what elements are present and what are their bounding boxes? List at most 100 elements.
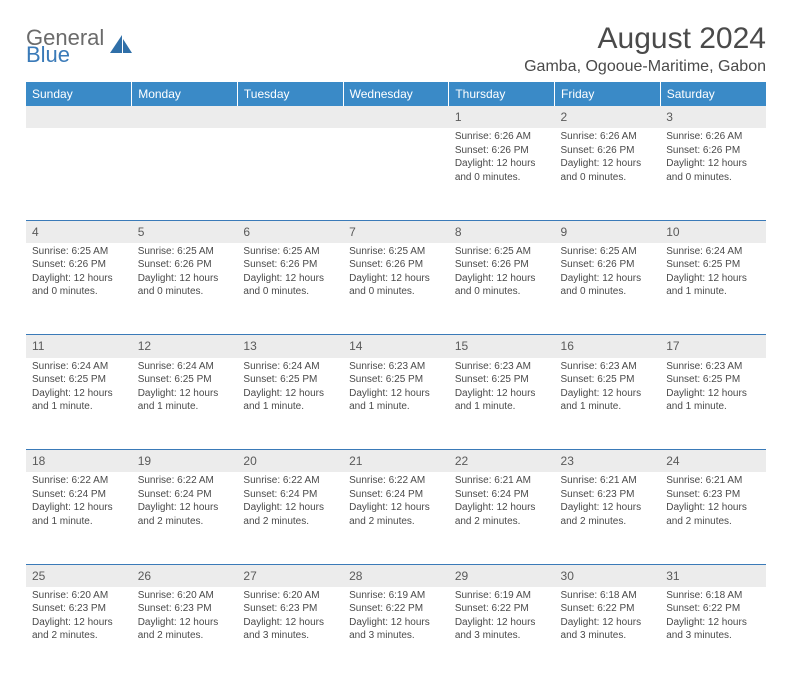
sunrise-text: Sunrise: 6:24 AM [138, 360, 232, 374]
sunrise-text: Sunrise: 6:22 AM [243, 474, 337, 488]
sunrise-text: Sunrise: 6:19 AM [349, 589, 443, 603]
day2-text: and 0 minutes. [138, 285, 232, 299]
sunset-text: Sunset: 6:26 PM [561, 258, 655, 272]
day-number [343, 106, 449, 128]
day1-text: Daylight: 12 hours [138, 387, 232, 401]
day-number-row: 11121314151617 [26, 335, 766, 358]
sunrise-text: Sunrise: 6:24 AM [666, 245, 760, 259]
day-cell [343, 128, 449, 220]
day-number: 22 [449, 450, 555, 473]
day-cell: Sunrise: 6:19 AMSunset: 6:22 PMDaylight:… [449, 587, 555, 679]
day-cell: Sunrise: 6:26 AMSunset: 6:26 PMDaylight:… [555, 128, 661, 220]
day-cell [237, 128, 343, 220]
day-number [26, 106, 132, 128]
day2-text: and 1 minute. [32, 400, 126, 414]
sunrise-text: Sunrise: 6:19 AM [455, 589, 549, 603]
day-number: 30 [555, 564, 661, 587]
sunrise-text: Sunrise: 6:26 AM [455, 130, 549, 144]
day-content-row: Sunrise: 6:25 AMSunset: 6:26 PMDaylight:… [26, 243, 766, 335]
day-cell: Sunrise: 6:24 AMSunset: 6:25 PMDaylight:… [132, 358, 238, 450]
day-number: 20 [237, 450, 343, 473]
month-title: August 2024 [524, 22, 766, 56]
day-cell: Sunrise: 6:21 AMSunset: 6:24 PMDaylight:… [449, 472, 555, 564]
sunset-text: Sunset: 6:25 PM [349, 373, 443, 387]
day-content-row: Sunrise: 6:24 AMSunset: 6:25 PMDaylight:… [26, 358, 766, 450]
day-number: 26 [132, 564, 238, 587]
day-cell: Sunrise: 6:25 AMSunset: 6:26 PMDaylight:… [26, 243, 132, 335]
day-number: 5 [132, 220, 238, 243]
sunset-text: Sunset: 6:26 PM [455, 258, 549, 272]
day-number: 10 [660, 220, 766, 243]
day2-text: and 2 minutes. [666, 515, 760, 529]
day-cell: Sunrise: 6:23 AMSunset: 6:25 PMDaylight:… [660, 358, 766, 450]
header-row: General Blue August 2024 Gamba, Ogooue-M… [26, 22, 766, 76]
sunset-text: Sunset: 6:26 PM [32, 258, 126, 272]
day1-text: Daylight: 12 hours [32, 616, 126, 630]
day-number: 15 [449, 335, 555, 358]
day1-text: Daylight: 12 hours [243, 387, 337, 401]
day-cell: Sunrise: 6:23 AMSunset: 6:25 PMDaylight:… [555, 358, 661, 450]
sunrise-text: Sunrise: 6:18 AM [666, 589, 760, 603]
day-number: 31 [660, 564, 766, 587]
day-number: 29 [449, 564, 555, 587]
day2-text: and 2 minutes. [138, 515, 232, 529]
sunrise-text: Sunrise: 6:21 AM [666, 474, 760, 488]
sunrise-text: Sunrise: 6:22 AM [32, 474, 126, 488]
day-number: 4 [26, 220, 132, 243]
sunset-text: Sunset: 6:25 PM [138, 373, 232, 387]
day-cell: Sunrise: 6:25 AMSunset: 6:26 PMDaylight:… [555, 243, 661, 335]
sunset-text: Sunset: 6:24 PM [138, 488, 232, 502]
sunrise-text: Sunrise: 6:25 AM [455, 245, 549, 259]
day1-text: Daylight: 12 hours [349, 501, 443, 515]
day-number: 27 [237, 564, 343, 587]
day-cell: Sunrise: 6:25 AMSunset: 6:26 PMDaylight:… [132, 243, 238, 335]
day-cell: Sunrise: 6:22 AMSunset: 6:24 PMDaylight:… [237, 472, 343, 564]
day1-text: Daylight: 12 hours [666, 501, 760, 515]
day1-text: Daylight: 12 hours [32, 387, 126, 401]
day-number: 16 [555, 335, 661, 358]
day1-text: Daylight: 12 hours [349, 272, 443, 286]
day1-text: Daylight: 12 hours [561, 501, 655, 515]
day2-text: and 0 minutes. [666, 171, 760, 185]
day2-text: and 3 minutes. [561, 629, 655, 643]
day2-text: and 1 minute. [455, 400, 549, 414]
day-cell: Sunrise: 6:20 AMSunset: 6:23 PMDaylight:… [26, 587, 132, 679]
sunrise-text: Sunrise: 6:21 AM [455, 474, 549, 488]
day-cell: Sunrise: 6:20 AMSunset: 6:23 PMDaylight:… [132, 587, 238, 679]
sunrise-text: Sunrise: 6:23 AM [349, 360, 443, 374]
sunset-text: Sunset: 6:24 PM [32, 488, 126, 502]
sunrise-text: Sunrise: 6:26 AM [666, 130, 760, 144]
day-cell: Sunrise: 6:18 AMSunset: 6:22 PMDaylight:… [555, 587, 661, 679]
day1-text: Daylight: 12 hours [455, 272, 549, 286]
logo-sail-icon [108, 33, 134, 60]
day-number: 19 [132, 450, 238, 473]
day-number: 3 [660, 106, 766, 128]
weekday-header: Tuesday [237, 82, 343, 106]
day2-text: and 2 minutes. [349, 515, 443, 529]
day2-text: and 1 minute. [138, 400, 232, 414]
day-cell: Sunrise: 6:23 AMSunset: 6:25 PMDaylight:… [343, 358, 449, 450]
day1-text: Daylight: 12 hours [138, 616, 232, 630]
sunset-text: Sunset: 6:22 PM [455, 602, 549, 616]
day2-text: and 0 minutes. [455, 171, 549, 185]
day-number-row: 45678910 [26, 220, 766, 243]
sunrise-text: Sunrise: 6:25 AM [349, 245, 443, 259]
day-number [132, 106, 238, 128]
day-cell: Sunrise: 6:25 AMSunset: 6:26 PMDaylight:… [343, 243, 449, 335]
day-number: 11 [26, 335, 132, 358]
day-number: 23 [555, 450, 661, 473]
day2-text: and 0 minutes. [455, 285, 549, 299]
day1-text: Daylight: 12 hours [666, 272, 760, 286]
day2-text: and 2 minutes. [138, 629, 232, 643]
day-cell: Sunrise: 6:21 AMSunset: 6:23 PMDaylight:… [555, 472, 661, 564]
day2-text: and 1 minute. [561, 400, 655, 414]
day1-text: Daylight: 12 hours [455, 157, 549, 171]
sunset-text: Sunset: 6:25 PM [455, 373, 549, 387]
day-content-row: Sunrise: 6:22 AMSunset: 6:24 PMDaylight:… [26, 472, 766, 564]
weekday-header-row: Sunday Monday Tuesday Wednesday Thursday… [26, 82, 766, 106]
sunset-text: Sunset: 6:26 PM [349, 258, 443, 272]
day1-text: Daylight: 12 hours [666, 387, 760, 401]
day1-text: Daylight: 12 hours [455, 387, 549, 401]
day1-text: Daylight: 12 hours [561, 157, 655, 171]
sunset-text: Sunset: 6:23 PM [243, 602, 337, 616]
